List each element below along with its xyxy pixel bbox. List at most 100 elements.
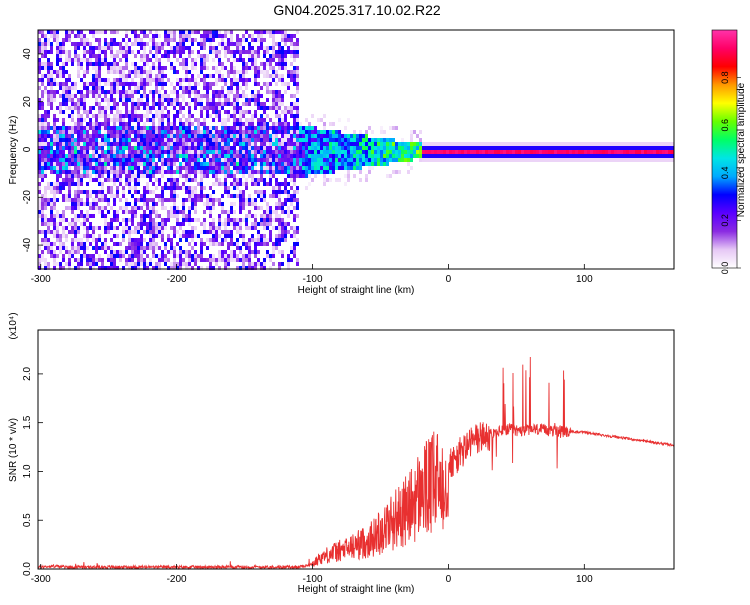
heatmap-cell <box>365 138 368 142</box>
heatmap-cell <box>41 118 44 122</box>
heatmap-cell <box>182 230 185 234</box>
heatmap-cell <box>41 30 44 34</box>
heatmap-cell <box>281 102 284 106</box>
heatmap-cell <box>281 166 284 170</box>
heatmap-cell <box>80 146 83 150</box>
heatmap-cell <box>197 146 200 150</box>
heatmap-cell <box>356 158 359 162</box>
heatmap-cell <box>86 138 89 142</box>
heatmap-cell <box>641 146 644 150</box>
heatmap-cell <box>95 102 98 106</box>
heatmap-cell <box>182 106 185 110</box>
heatmap-cell <box>182 46 185 50</box>
heatmap-cell <box>281 58 284 62</box>
heatmap-cell <box>173 102 176 106</box>
heatmap-cell <box>71 82 74 86</box>
heatmap-cell <box>371 146 374 150</box>
heatmap-cell <box>518 158 521 162</box>
heatmap-cell <box>332 170 335 174</box>
heatmap-cell <box>38 158 41 162</box>
heatmap-cell <box>50 150 53 154</box>
heatmap-cell <box>650 142 653 146</box>
heatmap-cell <box>116 154 119 158</box>
heatmap-cell <box>185 78 188 82</box>
heatmap-cell <box>368 126 371 130</box>
heatmap-cell <box>113 154 116 158</box>
heatmap-cell <box>254 158 257 162</box>
heatmap-cell <box>74 258 77 262</box>
heatmap-cell <box>104 170 107 174</box>
heatmap-cell <box>284 162 287 166</box>
heatmap-cell <box>101 126 104 130</box>
heatmap-cell <box>146 230 149 234</box>
heatmap-cell <box>182 214 185 218</box>
heatmap-cell <box>422 142 425 146</box>
heatmap-cell <box>224 174 227 178</box>
heatmap-cell <box>236 58 239 62</box>
heatmap-cell <box>65 126 68 130</box>
heatmap-cell <box>47 262 50 266</box>
heatmap-cell <box>362 154 365 158</box>
heatmap-cell <box>233 122 236 126</box>
heatmap-cell <box>113 194 116 198</box>
heatmap-cell <box>143 214 146 218</box>
heatmap-cell <box>272 250 275 254</box>
heatmap-cell <box>425 142 428 146</box>
heatmap-cell <box>269 106 272 110</box>
heatmap-cell <box>545 146 548 150</box>
heatmap-cell <box>251 122 254 126</box>
heatmap-cell <box>44 162 47 166</box>
heatmap-cell <box>629 150 632 154</box>
heatmap-cell <box>374 150 377 154</box>
heatmap-cell <box>176 58 179 62</box>
heatmap-cell <box>131 246 134 250</box>
heatmap-cell <box>587 146 590 150</box>
heatmap-cell <box>290 74 293 78</box>
spectrogram-x-ticks: -300 -200 -100 0 100 <box>31 264 593 285</box>
heatmap-cell <box>626 146 629 150</box>
heatmap-cell <box>251 114 254 118</box>
heatmap-cell <box>47 130 50 134</box>
heatmap-cell <box>212 46 215 50</box>
heatmap-cell <box>293 42 296 46</box>
heatmap-cell <box>173 138 176 142</box>
heatmap-cell <box>203 146 206 150</box>
heatmap-cell <box>221 158 224 162</box>
heatmap-cell <box>122 54 125 58</box>
heatmap-cell <box>524 158 527 162</box>
heatmap-cell <box>137 170 140 174</box>
heatmap-cell <box>182 94 185 98</box>
heatmap-cell <box>269 62 272 66</box>
heatmap-cell <box>86 90 89 94</box>
heatmap-cell <box>155 138 158 142</box>
heatmap-cell <box>125 78 128 82</box>
heatmap-cell <box>284 198 287 202</box>
heatmap-cell <box>86 246 89 250</box>
heatmap-cell <box>161 194 164 198</box>
heatmap-cell <box>620 150 623 154</box>
heatmap-cell <box>38 30 41 34</box>
heatmap-cell <box>230 234 233 238</box>
heatmap-cell <box>539 146 542 150</box>
heatmap-cell <box>569 158 572 162</box>
heatmap-cell <box>65 262 68 266</box>
heatmap-cell <box>212 170 215 174</box>
heatmap-cell <box>278 66 281 70</box>
heatmap-cell <box>146 170 149 174</box>
heatmap-cell <box>131 158 134 162</box>
heatmap-cell <box>233 118 236 122</box>
heatmap-cell <box>137 250 140 254</box>
heatmap-cell <box>107 266 110 270</box>
heatmap-cell <box>296 54 299 58</box>
heatmap-cell <box>92 54 95 58</box>
heatmap-cell <box>272 34 275 38</box>
heatmap-cell <box>56 190 59 194</box>
heatmap-cell <box>119 98 122 102</box>
heatmap-cell <box>47 74 50 78</box>
heatmap-cell <box>56 138 59 142</box>
heatmap-cell <box>641 150 644 154</box>
heatmap-cell <box>47 186 50 190</box>
heatmap-cell <box>392 154 395 158</box>
heatmap-cell <box>53 226 56 230</box>
heatmap-cell <box>239 130 242 134</box>
